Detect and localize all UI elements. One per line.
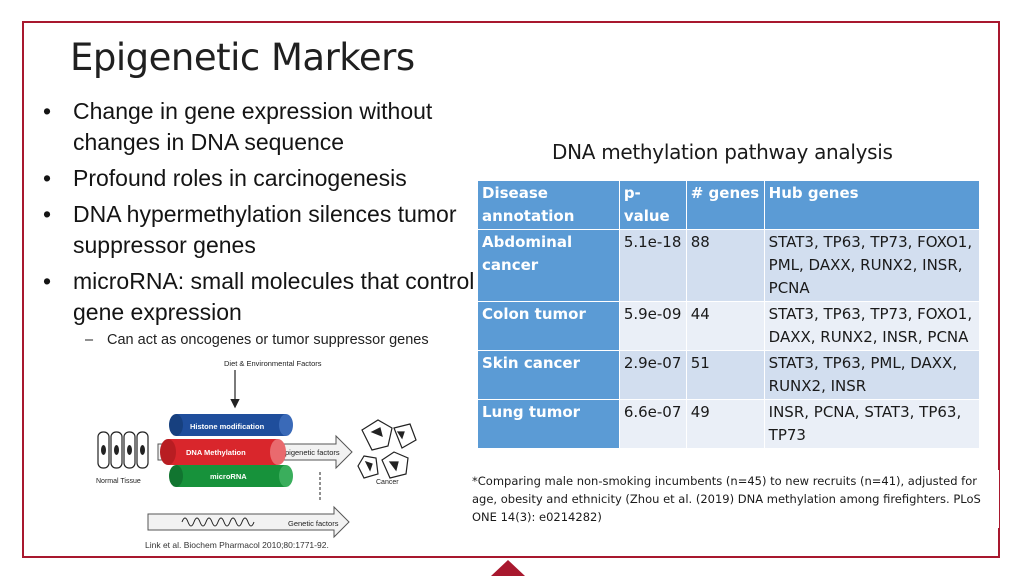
cell-genes: 88: [685, 229, 765, 302]
cell-hub-genes: STAT3, TP63, TP73, FOXO1, DAXX, RUNX2, I…: [763, 301, 981, 351]
cell-disease: Skin cancer: [477, 350, 620, 400]
table-title: DNA methylation pathway analysis: [552, 140, 893, 164]
bullet-item: • Profound roles in carcinogenesis: [40, 163, 480, 194]
microrna-cylinder: [169, 465, 293, 487]
normal-tissue-icon: [97, 431, 149, 469]
table-row: Colon tumor 5.9e-09 44 STAT3, TP63, TP73…: [477, 301, 981, 351]
histone-label: Histone modification: [190, 422, 265, 431]
cell-pvalue: 5.9e-09: [618, 301, 687, 351]
bullet-text: Profound roles in carcinogenesis: [73, 165, 407, 191]
cell-hub-genes: INSR, PCNA, STAT3, TP63, TP73: [763, 399, 981, 449]
sub-bullet: – Can act as oncogenes or tumor suppresso…: [85, 332, 429, 348]
slide-title: Epigenetic Markers: [70, 36, 415, 79]
header-hub-genes: Hub genes: [763, 180, 981, 230]
methylation-cylinder: [160, 439, 286, 465]
header-genes: # genes: [685, 180, 765, 230]
genetic-factors-label: Genetic factors: [288, 519, 339, 528]
cell-genes: 49: [685, 399, 765, 449]
bottom-triangle-marker: [491, 560, 525, 576]
header-disease: Disease annotation: [477, 180, 620, 230]
cell-disease: Abdominal cancer: [477, 229, 620, 302]
epigenetics-diagram: Diet & Environmental Factors Normal Tiss…: [96, 359, 417, 539]
cell-genes: 51: [685, 350, 765, 400]
table-row: Skin cancer 2.9e-07 51 STAT3, TP63, PML,…: [477, 350, 981, 400]
cell-pvalue: 5.1e-18: [618, 229, 687, 302]
diet-environment-label: Diet & Environmental Factors: [224, 359, 322, 368]
cell-pvalue: 2.9e-07: [618, 350, 687, 400]
bullet-text: Change in gene expression without change…: [73, 98, 433, 155]
cell-disease: Colon tumor: [477, 301, 620, 351]
bullet-glyph: •: [43, 201, 52, 227]
figure-citation: Link et al. Biochem Pharmacol 2010;80:17…: [145, 540, 329, 550]
bullet-text: microRNA: small molecules that control g…: [73, 268, 475, 325]
bullet-glyph: •: [43, 268, 52, 294]
microrna-label: microRNA: [210, 472, 247, 481]
cell-genes: 44: [685, 301, 765, 351]
cell-pvalue: 6.6e-07: [618, 399, 687, 449]
table-footnote: *Comparing male non-smoking incumbents (…: [469, 470, 999, 528]
pathway-table: Disease annotation p-value # genes Hub g…: [477, 180, 981, 449]
bullet-item: • DNA hypermethylation silences tumor sup…: [40, 199, 480, 261]
sub-bullet-glyph: –: [85, 332, 94, 348]
slide-frame: [22, 21, 1000, 558]
header-pvalue: p-value: [618, 180, 687, 230]
sub-bullet-text: Can act as oncogenes or tumor suppressor…: [107, 332, 429, 348]
normal-tissue-label: Normal Tissue: [96, 478, 141, 485]
bullet-list: • Change in gene expression without chang…: [40, 96, 480, 333]
bullet-item: • microRNA: small molecules that control …: [40, 266, 480, 328]
dna-helix-icon: [181, 517, 255, 527]
cell-hub-genes: STAT3, TP63, PML, DAXX, RUNX2, INSR: [763, 350, 981, 400]
cancer-label: Cancer: [376, 479, 399, 486]
cancer-cells-icon: [357, 419, 417, 479]
cell-hub-genes: STAT3, TP63, TP73, FOXO1, PML, DAXX, RUN…: [763, 229, 981, 302]
bullet-text: DNA hypermethylation silences tumor supp…: [73, 201, 457, 258]
cell-disease: Lung tumor: [477, 399, 620, 449]
epigenetic-factors-label: Epigenetic factors: [280, 448, 340, 457]
methylation-label: DNA Methylation: [186, 448, 246, 457]
histone-cylinder: [169, 414, 293, 436]
table-row: Lung tumor 6.6e-07 49 INSR, PCNA, STAT3,…: [477, 399, 981, 449]
bullet-glyph: •: [43, 165, 52, 191]
bullet-item: • Change in gene expression without chang…: [40, 96, 480, 158]
table-header-row: Disease annotation p-value # genes Hub g…: [477, 180, 981, 230]
table-row: Abdominal cancer 5.1e-18 88 STAT3, TP63,…: [477, 229, 981, 302]
bullet-glyph: •: [43, 98, 52, 124]
